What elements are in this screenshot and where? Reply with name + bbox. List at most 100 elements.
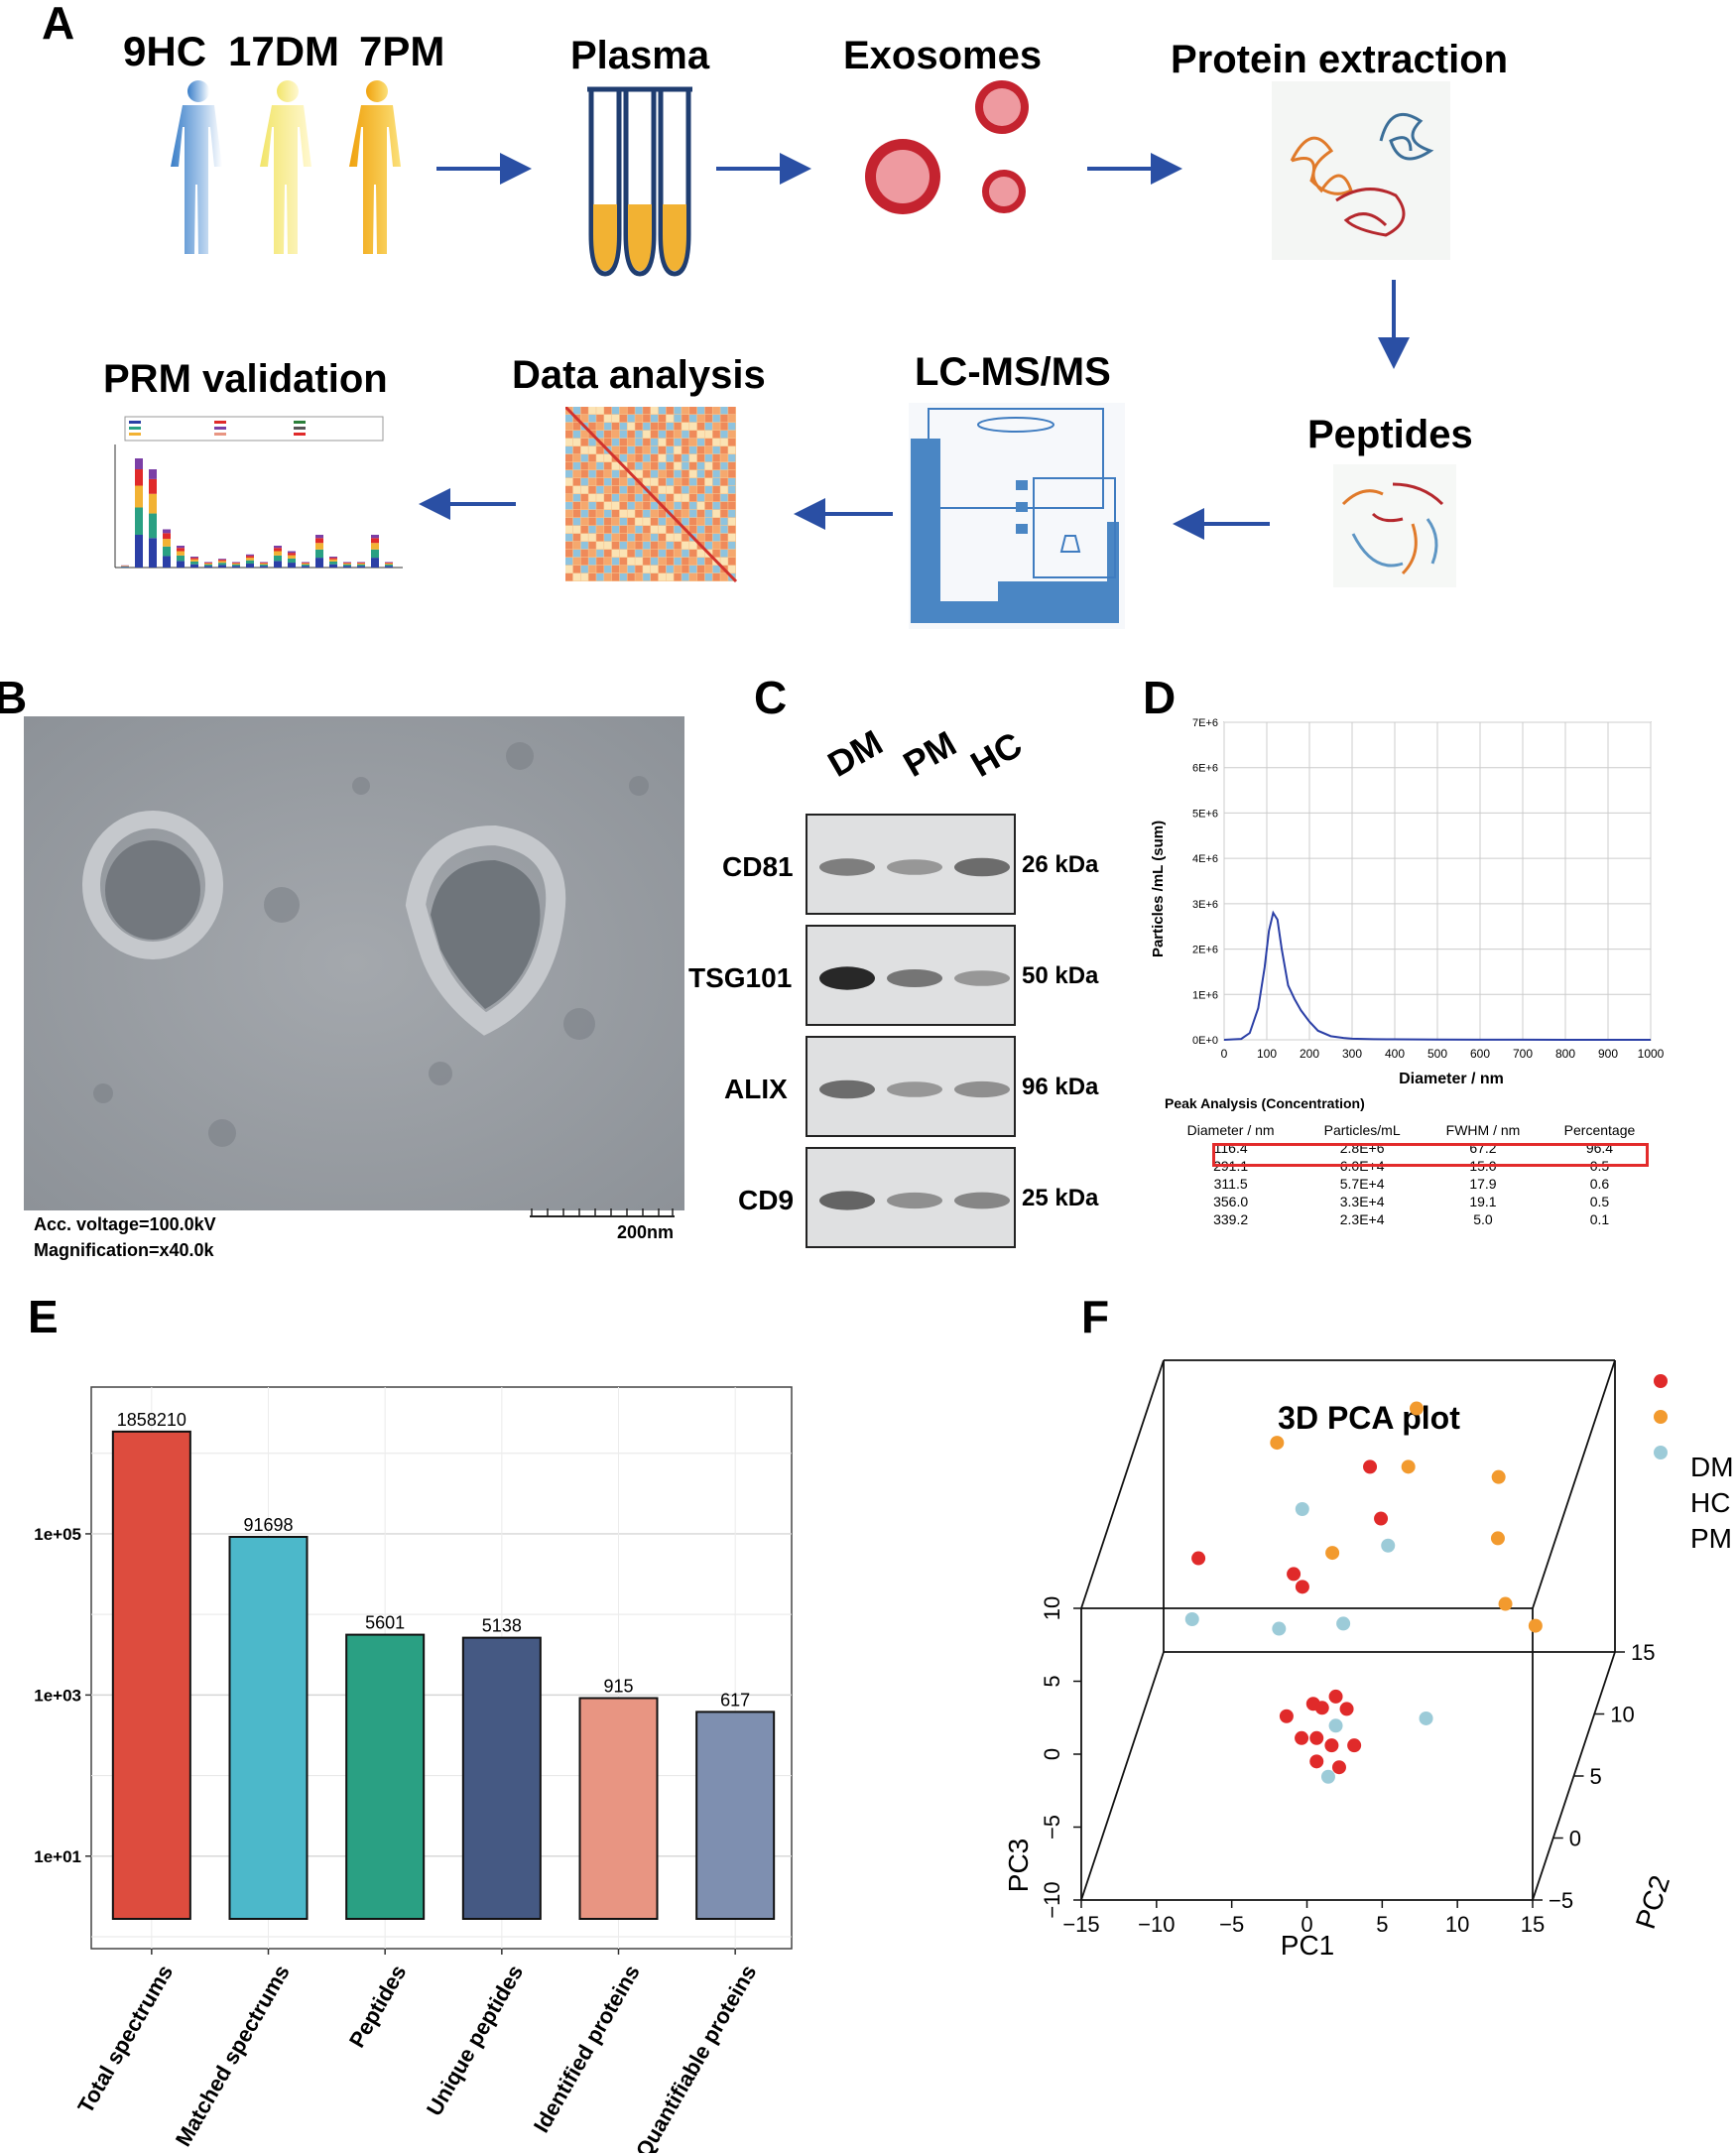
peak-table-cell: 17.9: [1469, 1176, 1497, 1192]
peak-table-header: Diameter / nm Particles/mL FWHM / nm Percen…: [1161, 1121, 1657, 1139]
workflow-arrows: [419, 153, 1410, 540]
peak-highlight-box: [1212, 1143, 1649, 1167]
pca-point-dm: [1374, 1511, 1389, 1526]
blot-band: [819, 1191, 875, 1210]
group-label-pm: 7PM: [359, 28, 445, 74]
peak-table-cell: 0.1: [1589, 1211, 1610, 1227]
blot-strip: [806, 1036, 1016, 1137]
legend-label: HC: [1690, 1487, 1730, 1518]
pca-point-pm: [1295, 1502, 1309, 1516]
bar: [695, 1711, 776, 1920]
peak-analysis-table: Diameter / nm Particles/mL FWHM / nm Percen…: [1161, 1121, 1657, 1228]
pca-x-axis-label: PC1: [1281, 1930, 1334, 1961]
pca-x-tick-label: −15: [1062, 1912, 1099, 1937]
nta-x-tick: 700: [1513, 1047, 1533, 1061]
table-row: 311.5 5.7E+4 17.9 0.6: [1161, 1175, 1657, 1193]
bar-category-label: Unique peptides: [422, 1961, 528, 2120]
nta-y-tick: 1E+6: [1192, 989, 1218, 1001]
blot-protein-label: CD81: [722, 851, 794, 882]
bar-value-label: 617: [720, 1690, 750, 1710]
bar-value-label: 91698: [243, 1515, 293, 1535]
bar-category-label: Total spectrums: [72, 1961, 178, 2117]
pca-point-dm: [1191, 1551, 1206, 1566]
lane-label-hc: HC: [964, 723, 1030, 785]
blot-band: [887, 969, 942, 987]
table-row: 356.0 3.3E+4 19.1 0.5: [1161, 1193, 1657, 1210]
bar-category-label: Peptides: [344, 1961, 412, 2052]
peak-table-cell: 0.6: [1589, 1176, 1610, 1192]
pca-point-dm: [1363, 1459, 1378, 1474]
legend-marker: [1654, 1446, 1668, 1459]
panel-label-c: C: [754, 672, 788, 723]
peak-analysis-title: Peak Analysis (Concentration): [1165, 1095, 1365, 1111]
panel-label-e: E: [28, 1291, 59, 1342]
bar: [578, 1697, 659, 1920]
legend-label: PM: [1690, 1523, 1732, 1554]
pca-point-dm: [1309, 1754, 1324, 1769]
pca-point-dm: [1314, 1701, 1329, 1715]
blot-band: [887, 1081, 942, 1097]
exosome-particle: [405, 824, 566, 1036]
peak-table-cell: 311.5: [1213, 1176, 1248, 1192]
nta-x-tick: 800: [1555, 1047, 1575, 1061]
nta-y-tick: 6E+6: [1192, 763, 1218, 775]
nta-x-tick: 1000: [1638, 1047, 1665, 1061]
nta-x-tick: 300: [1342, 1047, 1362, 1061]
pca-y-tick-label: 0: [1569, 1827, 1581, 1851]
pca-point-hc: [1401, 1459, 1416, 1474]
correlation-heatmap-icon: [565, 407, 738, 583]
nta-x-axis-label: Diameter / nm: [1399, 1071, 1504, 1087]
blot-band: [887, 859, 942, 875]
bar-category-label: Quantifiable proteins: [631, 1961, 762, 2153]
nta-x-tick: 100: [1257, 1047, 1277, 1061]
bar-category-label: Matched spectrums: [171, 1961, 295, 2150]
prm-mini-chart-icon: [114, 416, 403, 569]
step-data-analysis: Data analysis: [512, 353, 766, 397]
nta-x-tick: 200: [1300, 1047, 1319, 1061]
pca-3d-chart: 3D PCA plot−15 −10 −5 0 5 10 15PC1−10−50510PC3…: [1003, 1359, 1734, 1961]
pca-x-tick-label: 15: [1521, 1912, 1545, 1937]
exosome-particle: [82, 811, 223, 959]
nta-x-tick: 400: [1385, 1047, 1405, 1061]
blot-size-label: 25 kDa: [1022, 1185, 1099, 1211]
bar: [345, 1633, 426, 1920]
plasma-tubes-icon: [587, 86, 692, 277]
bar-value-label: 915: [603, 1676, 633, 1696]
pca-point-dm: [1279, 1709, 1294, 1723]
pca-point-pm: [1328, 1718, 1343, 1733]
blot-band: [819, 966, 875, 990]
pca-z-tick-label: 5: [1040, 1675, 1064, 1687]
nta-size-distribution-line: [1223, 910, 1651, 1041]
pca-y-tick-label: 10: [1610, 1703, 1634, 1727]
blot-band: [819, 1079, 875, 1099]
blot-band: [954, 970, 1010, 986]
nta-y-tick: 0E+0: [1192, 1035, 1218, 1047]
peak-table-cell: 356.0: [1213, 1194, 1249, 1209]
peak-table-cell: 5.7E+4: [1339, 1176, 1385, 1192]
pca-point-pm: [1320, 1769, 1335, 1784]
nta-y-tick: 5E+6: [1192, 808, 1218, 820]
blot-band: [954, 1192, 1010, 1209]
western-lane-labels: DM PM HC: [821, 721, 1030, 785]
nta-x-tick: 900: [1598, 1047, 1618, 1061]
nta-chart: Particles /mL (sum) Diameter / nm 0 100 20…: [1150, 717, 1665, 1087]
pca-z-tick-label: 0: [1040, 1748, 1064, 1760]
peak-table-header-cell: Diameter / nm: [1186, 1122, 1275, 1138]
peak-table-header-cell: FWHM / nm: [1445, 1122, 1521, 1138]
legend-label: DM: [1690, 1452, 1734, 1482]
bar: [111, 1430, 191, 1921]
pca-point-pm: [1184, 1612, 1199, 1626]
group-label-hc: 9HC: [123, 28, 207, 74]
nta-x-tick: 500: [1427, 1047, 1447, 1061]
pca-y-axis-label: PC2: [1630, 1871, 1675, 1932]
table-row: 339.2 2.3E+4 5.0 0.1: [1161, 1210, 1657, 1228]
blot-size-label: 50 kDa: [1022, 962, 1099, 989]
peak-table-header-cell: Particles/mL: [1323, 1122, 1401, 1138]
nta-y-tick: 4E+6: [1192, 853, 1218, 865]
step-peptides: Peptides: [1307, 413, 1473, 456]
peak-table-cell: 2.3E+4: [1339, 1211, 1385, 1227]
peak-table-cell: 0.5: [1589, 1194, 1610, 1209]
pca-point-dm: [1287, 1567, 1302, 1582]
tem-magnification: Magnification=x40.0k: [34, 1240, 214, 1260]
bar-y-tick-label: 1e+03: [34, 1686, 81, 1705]
